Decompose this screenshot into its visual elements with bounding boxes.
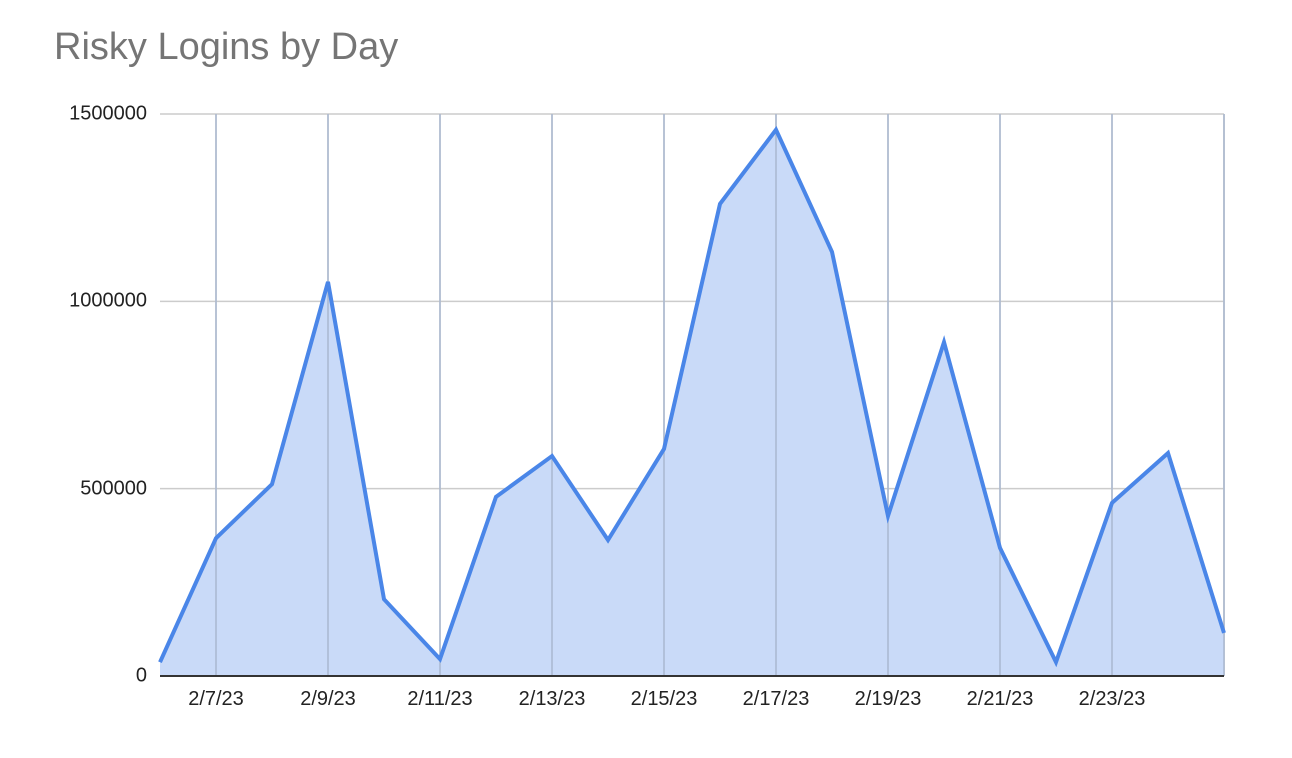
x-tick: 2/7/23 — [188, 688, 244, 710]
x-tick: 2/9/23 — [300, 688, 356, 710]
x-tick: 2/23/23 — [1078, 688, 1146, 710]
area-fill — [160, 129, 1224, 677]
y-tick: 500000 — [80, 477, 147, 500]
x-tick: 2/11/23 — [407, 688, 473, 710]
x-tick: 2/15/23 — [630, 688, 698, 710]
x-tick: 2/17/23 — [742, 688, 810, 710]
gridlines-over-area — [215, 114, 1225, 676]
y-tick: 1500000 — [69, 102, 147, 125]
x-tick: 2/13/23 — [518, 688, 586, 710]
x-tick: 2/21/23 — [966, 688, 1034, 710]
data-line — [158, 125, 1226, 668]
x-tick: 2/19/23 — [854, 688, 922, 710]
chart-title: Risky Logins by Day — [54, 26, 399, 68]
y-tick: 1000000 — [69, 289, 147, 312]
y-tick: 0 — [135, 664, 147, 687]
